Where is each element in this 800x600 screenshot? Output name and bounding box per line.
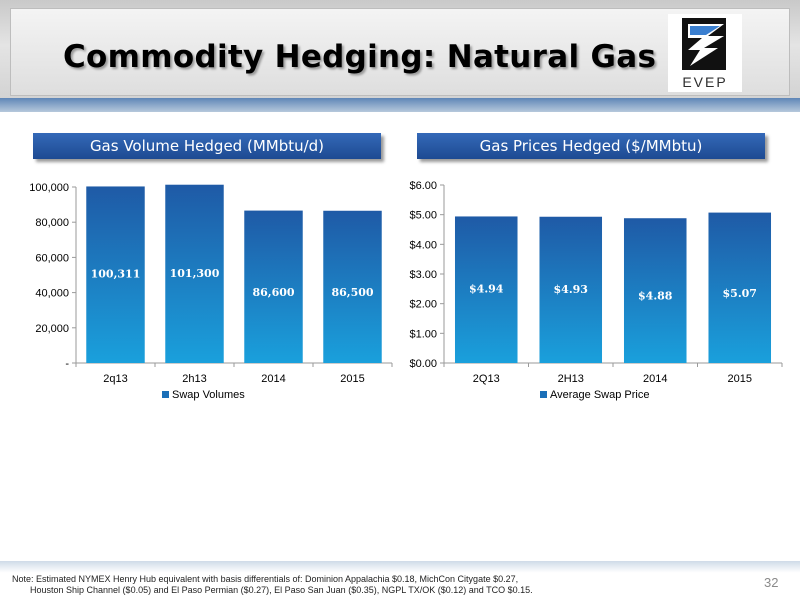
bar-data-label: $4.93 [554, 283, 588, 296]
y-tick-label: 100,000 [29, 182, 69, 194]
logo-text: EVEP [682, 74, 728, 90]
bar-data-label: 100,311 [91, 268, 141, 281]
y-tick-label: $2.00 [409, 299, 437, 311]
volume-chart: - 20,000 40,000 60,000 80,000 100,000 100,311 2… [29, 182, 393, 401]
bar [323, 210, 382, 363]
legend-swatch [162, 391, 169, 398]
page-number: 32 [764, 575, 779, 590]
price-chart: $0.00 $1.00 $2.00 $3.00 $4.00 $5.00 $6.00 $4.94… [409, 180, 783, 401]
y-tick-label: 60,000 [35, 252, 69, 264]
bar [708, 212, 772, 363]
bar-data-label: $4.88 [638, 290, 673, 303]
x-tick-label: 2014 [261, 373, 285, 385]
y-tick-label: 80,000 [35, 217, 69, 229]
legend-label: Swap Volumes [172, 389, 245, 401]
y-tick-label: $4.00 [409, 239, 437, 251]
company-logo: EVEP [668, 14, 742, 92]
y-tick-label: 20,000 [35, 323, 69, 335]
legend-label: Average Swap Price [550, 389, 649, 401]
bar [454, 216, 518, 363]
x-tick-label: 2Q13 [473, 373, 500, 385]
volume-chart-title: Gas Volume Hedged (MMbtu/d) [33, 133, 381, 159]
logo-mark-icon [682, 18, 726, 70]
bar-data-label: 101,300 [170, 267, 220, 280]
x-tick-label: 2015 [340, 373, 364, 385]
y-tick-label: $1.00 [409, 328, 437, 340]
y-tick-label: 40,000 [35, 288, 69, 300]
x-tick-label: 2H13 [558, 373, 584, 385]
slide-title: Commodity Hedging: Natural Gas [63, 39, 657, 75]
footnote: Note: Estimated NYMEX Henry Hub equivale… [12, 574, 712, 596]
y-tick-label: $3.00 [409, 269, 437, 281]
bar [86, 186, 145, 363]
header-accent-strip [0, 98, 800, 112]
y-tick-label: $0.00 [409, 358, 437, 370]
x-tick-label: 2h13 [182, 373, 206, 385]
y-tick-label: $5.00 [409, 210, 437, 222]
bar [165, 184, 224, 363]
bar-data-label: $4.94 [469, 283, 504, 296]
y-tick-label: - [65, 358, 69, 370]
x-tick-label: 2014 [643, 373, 667, 385]
footnote-line-1: Note: Estimated NYMEX Henry Hub equivale… [12, 574, 519, 584]
bar [623, 218, 687, 363]
bar-data-label: 86,600 [252, 286, 294, 299]
bar [244, 210, 303, 363]
header-band: Commodity Hedging: Natural Gas [0, 0, 800, 104]
y-tick-label: $6.00 [409, 180, 437, 192]
x-tick-label: 2015 [728, 373, 752, 385]
x-tick-label: 2q13 [103, 373, 127, 385]
bar-data-label: 86,500 [331, 286, 373, 299]
footer-bar [0, 561, 800, 600]
legend-swatch [540, 391, 547, 398]
bar [539, 216, 603, 363]
bar-data-label: $5.07 [723, 287, 757, 300]
footnote-line-2: Houston Ship Channel ($0.05) and El Paso… [30, 585, 533, 595]
header-panel: Commodity Hedging: Natural Gas [10, 8, 790, 96]
price-chart-title: Gas Prices Hedged ($/MMbtu) [417, 133, 765, 159]
